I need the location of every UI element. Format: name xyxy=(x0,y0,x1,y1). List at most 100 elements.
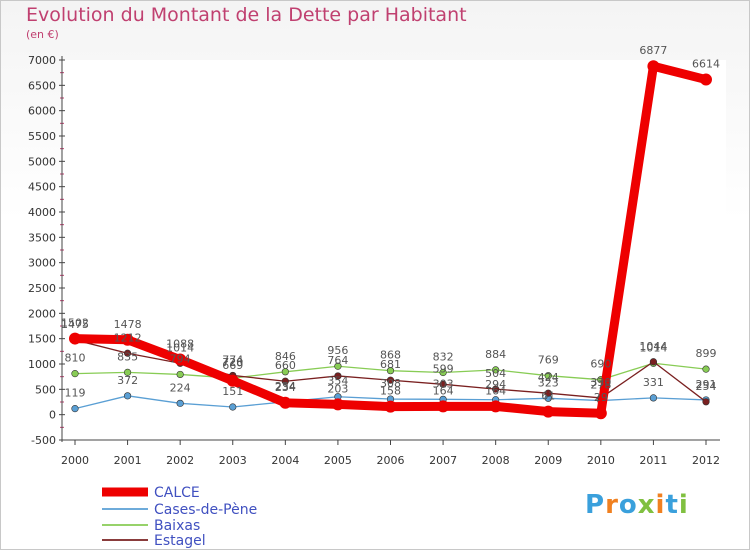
data-point xyxy=(69,332,81,345)
data-label: 690 xyxy=(590,358,611,371)
proxiti-logo: Proxiti xyxy=(585,490,689,520)
x-tick-label: 2005 xyxy=(324,454,352,467)
plot-area xyxy=(62,60,726,440)
data-label: 1014 xyxy=(166,341,194,354)
data-point xyxy=(649,358,658,366)
y-tick-label: 6000 xyxy=(28,105,56,118)
data-label: 599 xyxy=(433,362,454,375)
data-label: 832 xyxy=(433,351,454,364)
data-label: 504 xyxy=(485,367,506,380)
data-point xyxy=(71,405,79,413)
legend-entry: CALCE xyxy=(154,485,200,501)
y-tick-label: 3000 xyxy=(28,257,56,270)
logo-letter: P xyxy=(585,490,606,520)
logo-letter: i xyxy=(678,490,689,520)
data-label: 681 xyxy=(380,358,401,371)
data-point xyxy=(544,372,552,380)
data-point xyxy=(702,365,710,373)
data-label: 1475 xyxy=(61,318,89,331)
data-point xyxy=(281,368,289,376)
y-tick-label: 5500 xyxy=(28,130,56,143)
data-point xyxy=(226,374,239,387)
data-label: 884 xyxy=(485,348,506,361)
data-label: 764 xyxy=(327,354,348,367)
legend-entry: Cases-de-Pène xyxy=(154,502,257,518)
x-tick-label: 2006 xyxy=(377,454,405,467)
legend-entry: Baixas xyxy=(154,518,200,534)
x-tick-label: 2003 xyxy=(219,454,247,467)
y-tick-label: 7000 xyxy=(28,54,56,67)
y-tick-label: 2500 xyxy=(28,282,56,295)
data-label: 1478 xyxy=(114,318,142,331)
data-point xyxy=(649,394,658,402)
data-point xyxy=(123,392,132,400)
data-label: 331 xyxy=(643,376,664,389)
data-point xyxy=(384,400,397,413)
y-tick-label: 3500 xyxy=(28,231,56,244)
data-label: 164 xyxy=(433,384,454,397)
data-label: 330 xyxy=(590,376,611,389)
data-point xyxy=(542,405,555,418)
y-tick-label: 4000 xyxy=(28,206,56,219)
y-tick-label: 0 xyxy=(49,409,56,422)
data-point xyxy=(174,353,187,366)
chart-title: Evolution du Montant de la Dette par Hab… xyxy=(26,4,467,26)
data-label: 835 xyxy=(117,350,138,363)
data-label: 294 xyxy=(485,378,506,391)
data-label: 774 xyxy=(222,353,243,366)
data-label: 234 xyxy=(275,381,296,394)
data-label: 899 xyxy=(696,347,717,360)
data-point xyxy=(439,368,447,377)
logo-letter: o xyxy=(618,490,638,520)
data-point xyxy=(123,368,132,376)
data-label: 660 xyxy=(275,359,296,372)
data-label: 224 xyxy=(170,381,191,394)
data-label: 203 xyxy=(327,382,348,395)
data-label: 29 xyxy=(594,391,608,404)
data-label: 1088 xyxy=(166,338,194,351)
data-point xyxy=(492,366,500,374)
chart-subtitle: (en €) xyxy=(26,28,59,41)
x-tick-label: 2000 xyxy=(61,454,89,467)
data-point xyxy=(121,333,134,346)
logo-letter: x xyxy=(637,490,656,520)
data-label: 669 xyxy=(222,359,243,372)
data-point xyxy=(229,403,237,411)
data-label: 354 xyxy=(327,375,348,388)
data-point xyxy=(594,407,607,420)
data-point xyxy=(176,399,184,407)
y-tick-label: 1500 xyxy=(28,333,56,346)
x-tick-label: 2009 xyxy=(534,454,562,467)
x-tick-label: 2010 xyxy=(587,454,615,467)
logo-letter: i xyxy=(655,490,666,520)
data-point xyxy=(492,385,500,393)
data-label: 1014 xyxy=(639,341,667,354)
y-tick-label: 1000 xyxy=(28,358,56,371)
data-point xyxy=(386,367,395,375)
data-label: 6614 xyxy=(692,58,720,71)
x-tick-label: 2012 xyxy=(692,454,720,467)
data-label: 372 xyxy=(117,374,138,387)
data-point xyxy=(437,400,450,413)
data-point xyxy=(489,400,502,413)
y-tick-label: 5000 xyxy=(28,155,56,168)
data-point xyxy=(331,398,344,411)
y-tick-label: -500 xyxy=(31,434,56,447)
data-label: 769 xyxy=(538,354,559,367)
data-label: 119 xyxy=(65,387,86,400)
data-label: 868 xyxy=(380,349,401,362)
data-point xyxy=(647,60,660,73)
data-label: 254 xyxy=(696,380,717,393)
data-point xyxy=(702,398,710,406)
y-tick-label: 500 xyxy=(35,383,56,396)
x-tick-label: 2004 xyxy=(271,454,299,467)
data-point xyxy=(544,389,552,397)
data-label: 291 xyxy=(696,378,717,391)
data-label: 151 xyxy=(222,385,243,398)
data-point xyxy=(334,362,342,370)
logo-letter: t xyxy=(665,490,679,520)
data-point xyxy=(281,377,289,385)
x-tick-label: 2002 xyxy=(166,454,194,467)
data-label: 794 xyxy=(170,352,191,365)
